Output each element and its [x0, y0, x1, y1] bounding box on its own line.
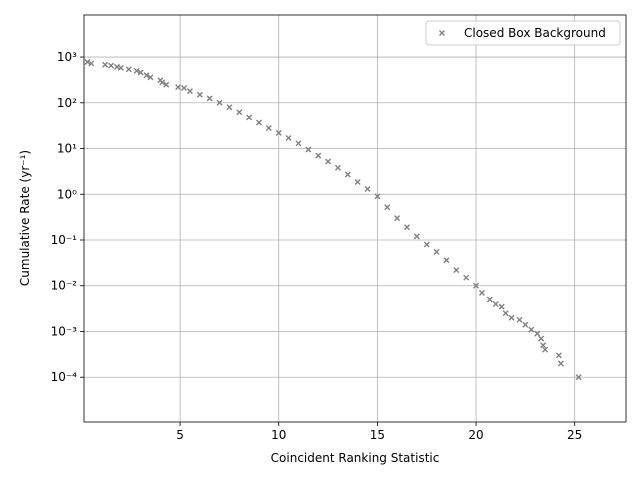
scatter-point [486, 296, 493, 303]
scatter-point [295, 140, 302, 147]
legend-label: Closed Box Background [464, 26, 606, 40]
y-tick-label: 10⁻² [51, 279, 78, 293]
scatter-point [403, 224, 410, 231]
y-tick-label: 10² [57, 96, 77, 110]
scatter-point [538, 335, 545, 342]
scatter-point [394, 215, 401, 222]
scatter-point [555, 352, 562, 359]
legend-marker [439, 30, 445, 36]
y-tick-label: 10⁻¹ [51, 233, 78, 247]
scatter-point [423, 241, 430, 248]
scatter-point [88, 60, 95, 67]
scatter-point [143, 72, 150, 79]
legend-box [425, 20, 621, 46]
scatter-point [285, 134, 292, 141]
scatter-point [334, 164, 341, 171]
scatter-point [516, 316, 523, 323]
scatter-point [133, 67, 140, 74]
scatter-point [137, 69, 144, 76]
scatter-point [557, 360, 564, 367]
scatter-point [196, 91, 203, 98]
scatter-point [433, 248, 440, 255]
scatter-point [473, 282, 480, 289]
scatter-point [575, 374, 582, 381]
scatter-point [236, 109, 243, 116]
scatter-point [315, 152, 322, 159]
scatter-point [325, 158, 332, 165]
scatter-point [463, 274, 470, 281]
scatter-point [443, 257, 450, 264]
x-tick-label: 25 [567, 428, 582, 442]
x-tick-label: 15 [370, 428, 385, 442]
x-tick-label: 10 [271, 428, 286, 442]
scatter-point [413, 233, 420, 240]
scatter-point [453, 267, 460, 274]
scatter-point [534, 330, 541, 337]
scatter-point [256, 119, 263, 126]
scatter-point [216, 99, 223, 106]
scatter-point [492, 300, 499, 307]
scatter-point [206, 95, 213, 102]
scatter-point [374, 193, 381, 200]
y-tick-label: 10⁻³ [51, 324, 78, 338]
scatter-point [147, 74, 154, 81]
scatter-point [102, 61, 109, 68]
scatter-point [508, 314, 515, 321]
scatter-point [305, 146, 312, 153]
scatter-point [265, 125, 272, 132]
scatter-point [528, 326, 535, 333]
scatter-point [354, 179, 361, 186]
y-axis-label: Cumulative Rate (yr⁻¹) [18, 150, 32, 286]
scatter-point [84, 58, 91, 65]
scatter-point [344, 171, 351, 178]
scatter-point [117, 64, 124, 71]
scatter-point [364, 186, 371, 193]
scatter-point [226, 104, 233, 111]
x-axis-label: Coincident Ranking Statistic [271, 451, 440, 465]
scatter-point [108, 62, 115, 69]
y-tick-label: 10⁻⁴ [51, 370, 78, 384]
scatter-point [125, 66, 132, 73]
y-tick-label: 10⁰ [57, 187, 77, 201]
scatter-point [542, 346, 549, 353]
scatter-point [498, 303, 505, 310]
scatter-point [522, 321, 529, 328]
scatter-point [246, 114, 253, 121]
scatter-point [175, 84, 182, 91]
scatter-point [540, 342, 547, 349]
x-tick-label: 5 [176, 428, 184, 442]
y-tick-label: 10³ [57, 50, 77, 64]
y-tick-label: 10¹ [57, 142, 77, 156]
legend: Closed Box Background [425, 20, 621, 46]
plot-frame [83, 14, 627, 423]
scatter-point [478, 289, 485, 296]
scatter-point [275, 129, 282, 136]
x-tick-label: 20 [468, 428, 483, 442]
scatter-point [502, 310, 509, 317]
scatter-point [163, 81, 170, 88]
scatter-point [186, 88, 193, 95]
scatter-point [384, 204, 391, 211]
scatter-point [159, 79, 166, 86]
scatter-point [181, 85, 188, 92]
